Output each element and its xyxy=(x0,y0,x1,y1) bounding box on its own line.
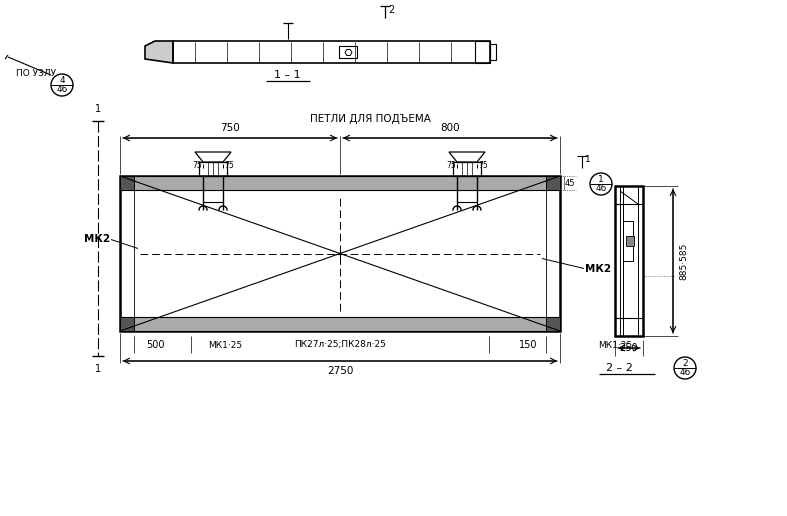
Text: 75: 75 xyxy=(224,162,234,170)
Bar xyxy=(475,41,490,63)
Polygon shape xyxy=(195,152,231,162)
Text: 75: 75 xyxy=(478,162,488,170)
Bar xyxy=(134,190,546,317)
Bar xyxy=(120,176,560,190)
Text: 150: 150 xyxy=(519,340,538,350)
Text: 2: 2 xyxy=(682,359,688,368)
Bar xyxy=(626,236,634,246)
Bar xyxy=(120,176,134,190)
Text: 800: 800 xyxy=(440,123,460,133)
Bar xyxy=(199,162,227,176)
Text: ПК27л·25;ПК28л·25: ПК27л·25;ПК28л·25 xyxy=(294,341,386,349)
Text: МК2: МК2 xyxy=(84,234,110,244)
Text: 75: 75 xyxy=(446,162,456,170)
Bar xyxy=(490,44,496,60)
Text: ПО УЗЛУ: ПО УЗЛУ xyxy=(16,69,56,77)
Bar xyxy=(623,221,633,261)
Text: 2 – 2: 2 – 2 xyxy=(605,363,633,373)
Text: МК2: МК2 xyxy=(585,264,611,273)
Text: 750: 750 xyxy=(220,123,240,133)
Polygon shape xyxy=(449,152,485,162)
Text: 1 – 1: 1 – 1 xyxy=(274,70,301,80)
Circle shape xyxy=(674,357,696,379)
Bar xyxy=(338,46,357,58)
Text: 46: 46 xyxy=(595,184,607,193)
Text: 1: 1 xyxy=(95,104,101,114)
Bar xyxy=(120,317,560,331)
Text: ПЕТЛИ ДЛЯ ПОДЪЕМА: ПЕТЛИ ДЛЯ ПОДЪЕМА xyxy=(309,114,430,124)
Text: МК1·25: МК1·25 xyxy=(208,341,242,349)
Polygon shape xyxy=(145,41,173,63)
Text: 1: 1 xyxy=(598,175,604,184)
Text: 46: 46 xyxy=(57,85,68,94)
Text: МК1·25: МК1·25 xyxy=(598,341,632,349)
Circle shape xyxy=(51,74,73,96)
Circle shape xyxy=(590,173,612,195)
Bar xyxy=(546,317,560,331)
Text: 1: 1 xyxy=(95,364,101,374)
Bar xyxy=(120,317,134,331)
Bar xyxy=(453,162,481,176)
Text: 1: 1 xyxy=(585,155,591,165)
Text: 250: 250 xyxy=(619,343,638,353)
Bar xyxy=(615,186,643,336)
Text: 46: 46 xyxy=(679,368,691,377)
Text: 885·585: 885·585 xyxy=(679,243,688,280)
Text: 75: 75 xyxy=(192,162,202,170)
Bar xyxy=(120,176,560,331)
Text: 45: 45 xyxy=(565,179,575,187)
Text: 2750: 2750 xyxy=(327,366,353,376)
Text: 4: 4 xyxy=(59,76,65,85)
Text: 500: 500 xyxy=(146,340,164,350)
Bar xyxy=(546,176,560,190)
Bar xyxy=(173,41,490,63)
Text: 2: 2 xyxy=(388,5,394,15)
